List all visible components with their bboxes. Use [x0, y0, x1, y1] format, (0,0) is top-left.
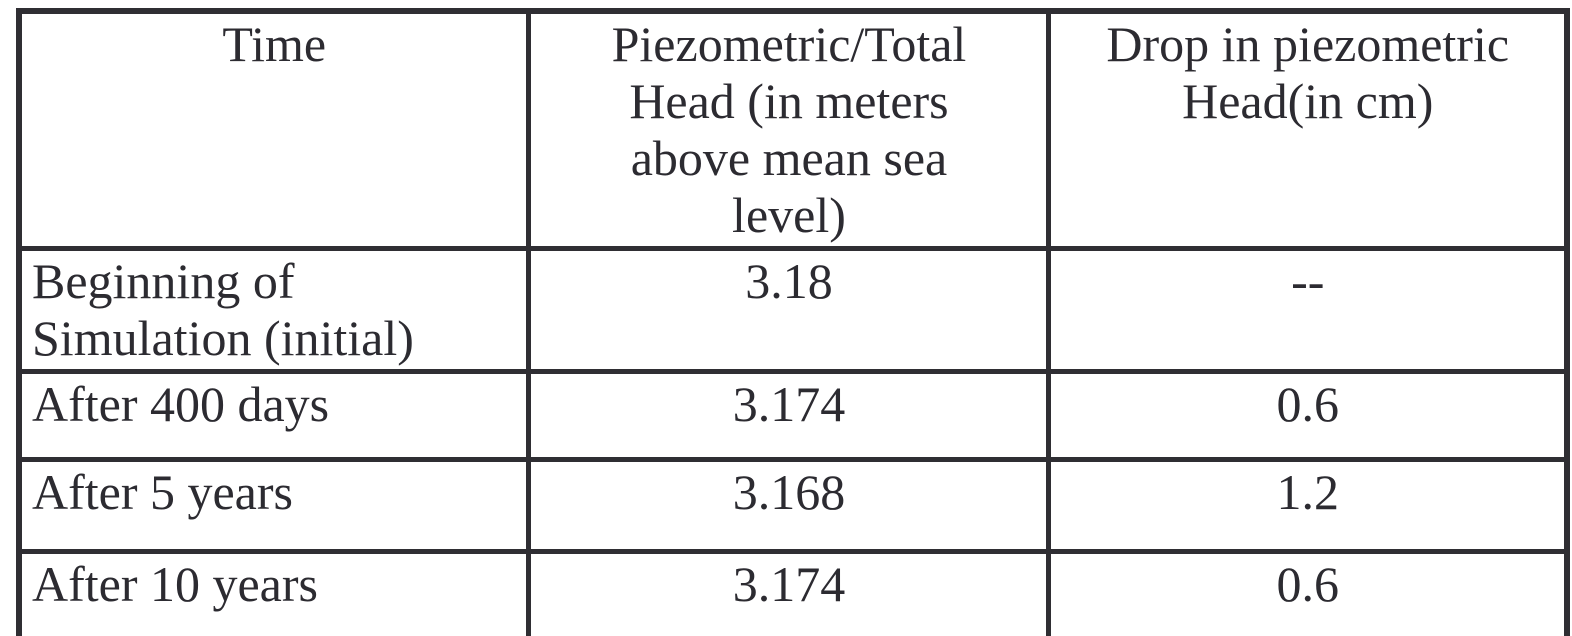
header-piezometric-total-head-label: Piezometric/Total Head (in meters above …	[611, 16, 967, 243]
header-row: Time Piezometric/Total Head (in meters a…	[16, 8, 1570, 251]
header-piezometric-total-head: Piezometric/Total Head (in meters above …	[526, 8, 1052, 251]
cell-time: After 10 years	[16, 549, 532, 636]
cell-head-value: 3.18	[526, 246, 1052, 374]
table-row: After 10 years 3.174 0.6	[16, 549, 1570, 636]
header-drop-in-piezometric-head: Drop in piezometric Head(in cm)	[1046, 8, 1570, 251]
cell-head-value: 3.168	[526, 457, 1052, 554]
cell-drop-value: --	[1046, 246, 1570, 374]
cell-drop-value: 1.2	[1046, 457, 1570, 554]
cell-drop-value: 0.6	[1046, 549, 1570, 636]
table-row: Beginning of Simulation (initial) 3.18 -…	[16, 246, 1570, 374]
cell-drop-value: 0.6	[1046, 369, 1570, 462]
piezometric-head-table: Time Piezometric/Total Head (in meters a…	[16, 8, 1570, 636]
header-time: Time	[16, 8, 532, 251]
header-drop-in-piezometric-head-label: Drop in piezometric Head(in cm)	[1106, 16, 1510, 129]
cell-time: Beginning of Simulation (initial)	[16, 246, 532, 374]
header-time-label: Time	[222, 16, 327, 72]
cell-head-value: 3.174	[526, 549, 1052, 636]
cell-head-value: 3.174	[526, 369, 1052, 462]
cell-time: After 400 days	[16, 369, 532, 462]
table-row: After 400 days 3.174 0.6	[16, 369, 1570, 462]
table-row: After 5 years 3.168 1.2	[16, 457, 1570, 554]
cell-time: After 5 years	[16, 457, 532, 554]
